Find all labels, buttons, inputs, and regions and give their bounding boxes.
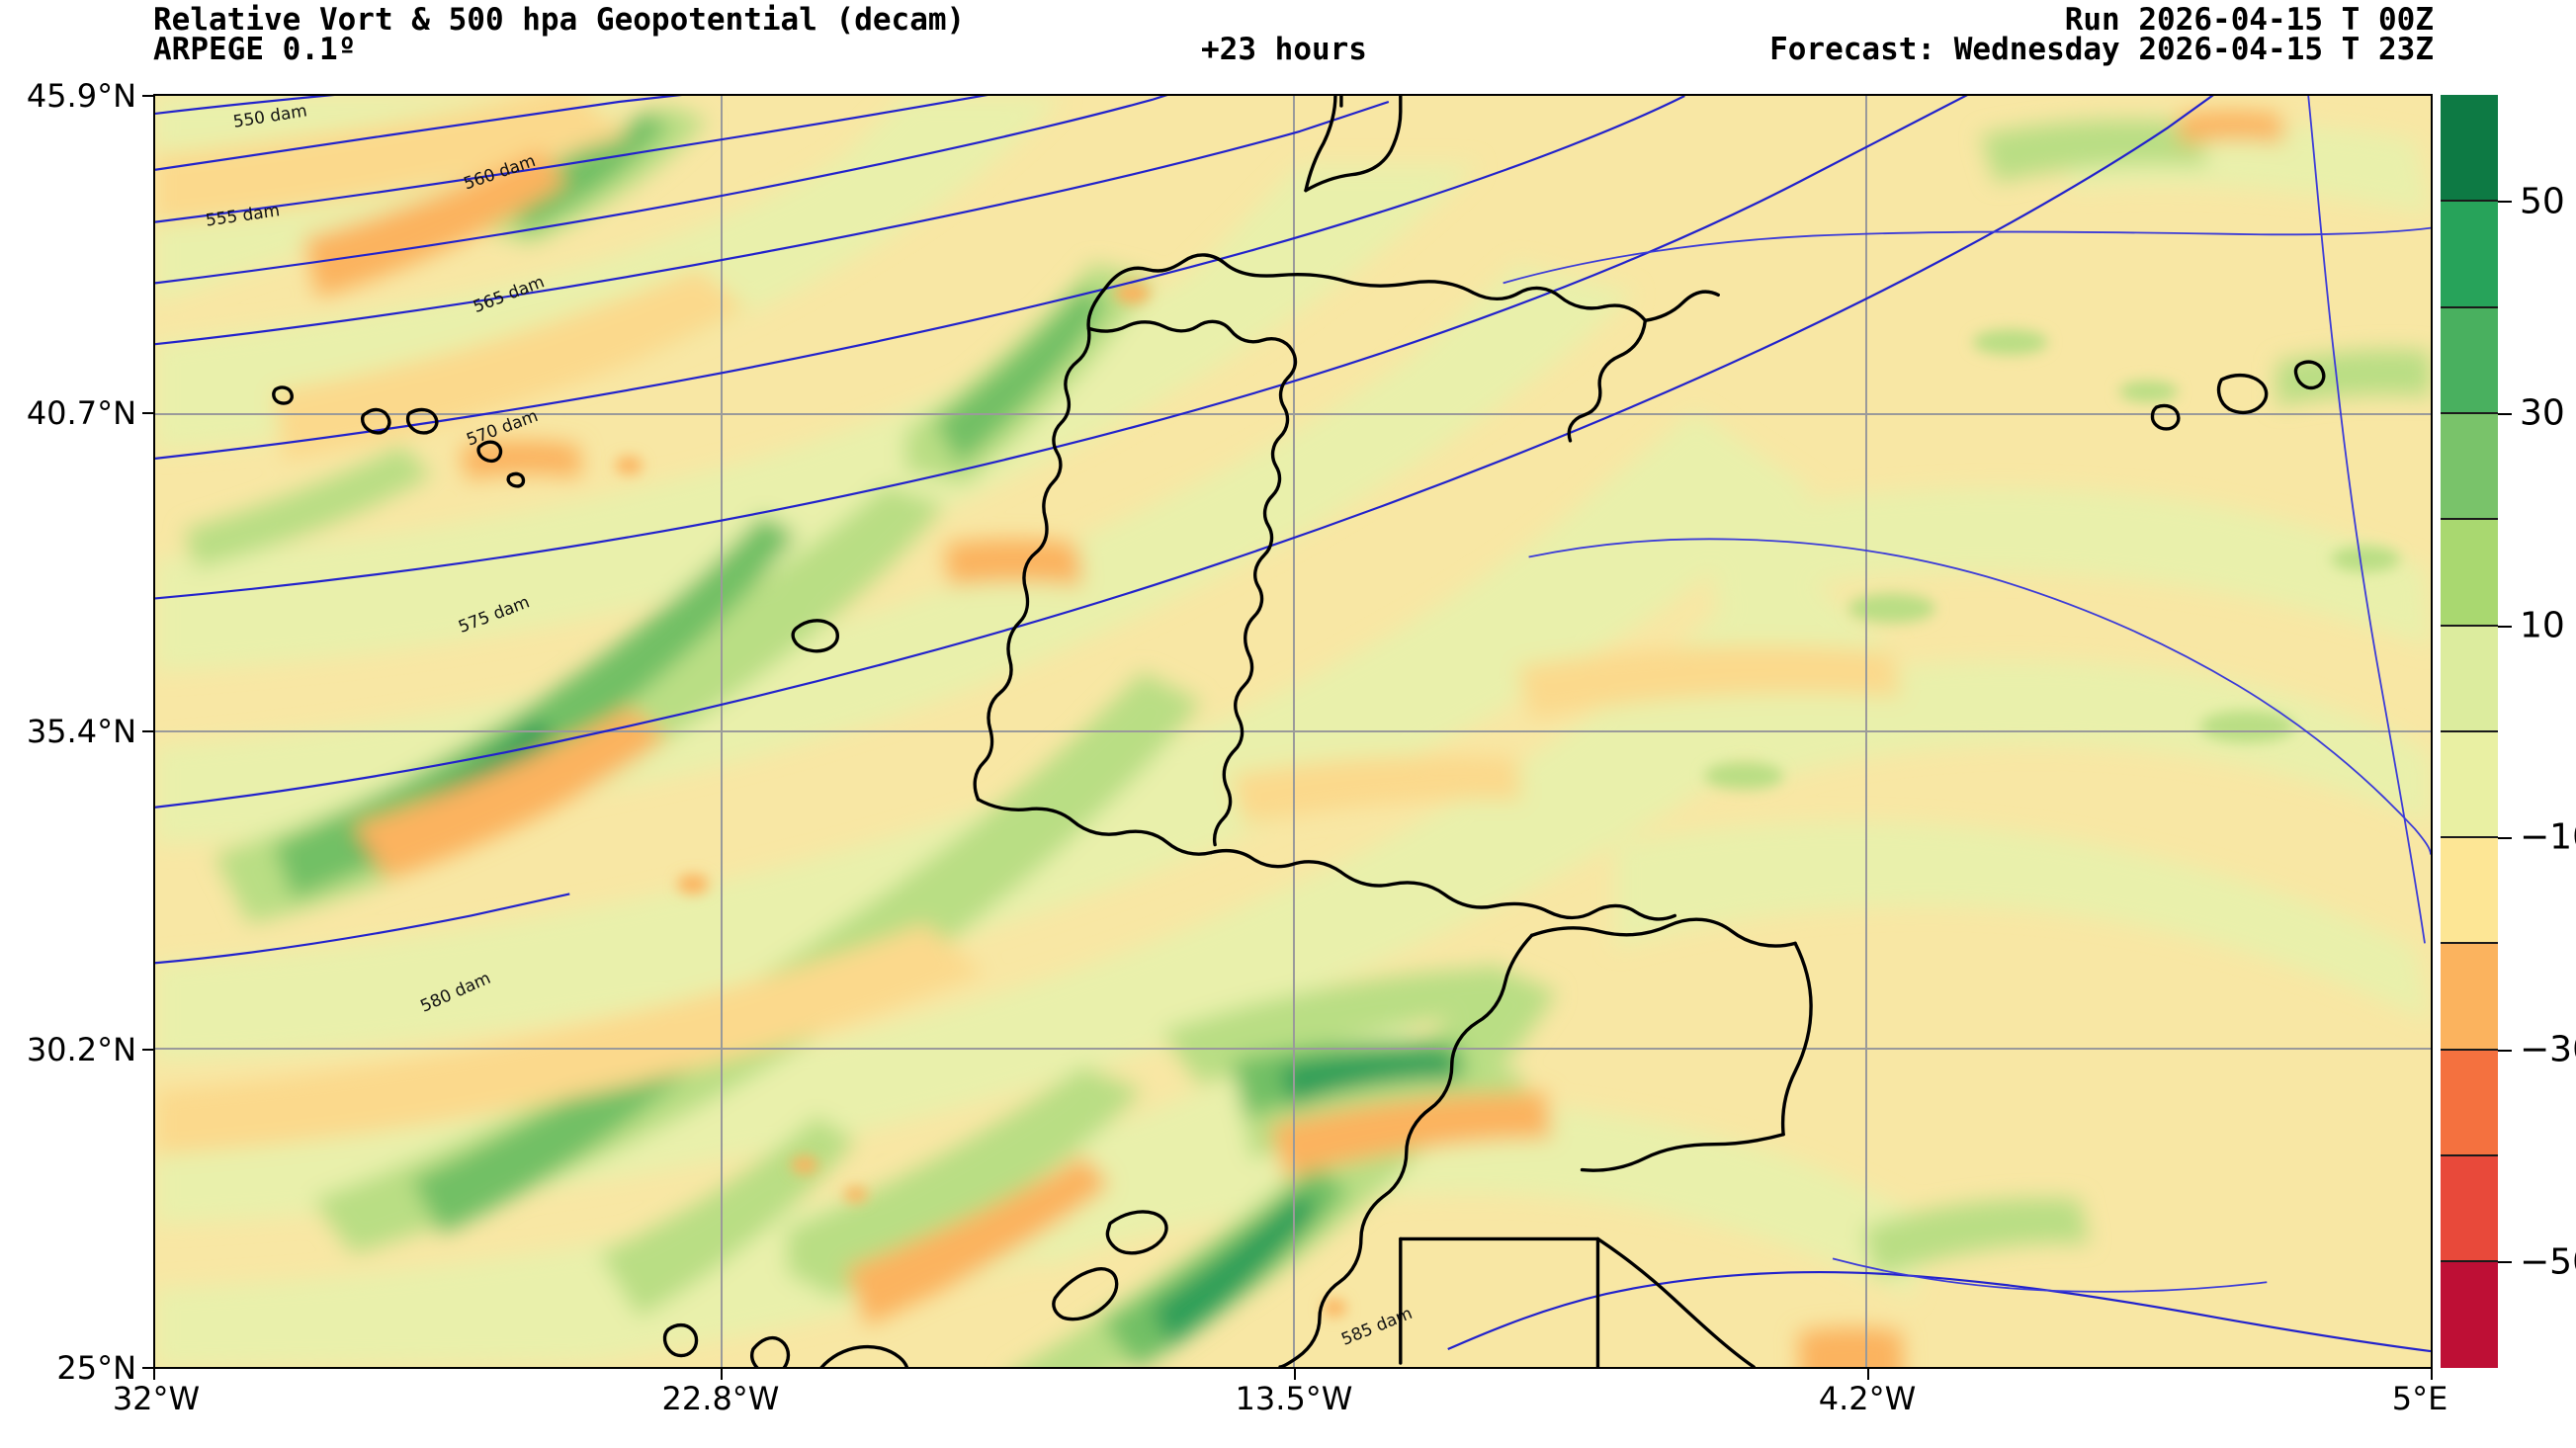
- colorbar-segment-neg30-40: [2441, 1049, 2498, 1155]
- run-timestamp-label: Run 2026-04-15 T 00Z: [2064, 2, 2434, 38]
- page-title: Relative Vort & 500 hpa Geopotential (de…: [153, 2, 966, 38]
- forecast-valid-label: Forecast: Wednesday 2026-04-15 T 23Z: [1769, 32, 2434, 67]
- colorbar-segment-0-neg10: [2441, 730, 2498, 838]
- colorbar-tick-n10: [2498, 837, 2512, 840]
- colorbar-segment-neg50-60: [2441, 1261, 2498, 1368]
- x-axis-label-5E: 5°E: [2391, 1380, 2448, 1417]
- y-axis-label-35.4N: 35.4°N: [26, 713, 136, 750]
- colorbar-label-30: 30: [2520, 392, 2565, 434]
- colorbar-label-n10: −10: [2520, 816, 2576, 858]
- y-tick-2: [142, 730, 153, 732]
- colorbar-segment-20-10: [2441, 519, 2498, 626]
- colorbar-label-10: 10: [2520, 605, 2565, 646]
- colorbar-divider-n20: [2441, 942, 2498, 945]
- colorbar-divider-n30: [2441, 1048, 2498, 1051]
- map-plot-area: 550 dam 555 dam 560 dam 565 dam 570 dam …: [153, 94, 2433, 1369]
- colorbar-tick-50: [2498, 201, 2512, 204]
- x-axis-label-4.2W: 4.2°W: [1818, 1380, 1917, 1417]
- y-axis-label-30.2N: 30.2°N: [26, 1031, 136, 1068]
- forecast-hour-label: +23 hours: [1201, 32, 1367, 67]
- coastline-layer: [272, 96, 2326, 1367]
- colorbar-label-50: 50: [2520, 181, 2565, 222]
- y-axis-label-45.9N: 45.9°N: [26, 77, 136, 115]
- colorbar-divider-0: [2441, 729, 2498, 732]
- x-axis-label-13.5W: 13.5°W: [1235, 1380, 1353, 1417]
- colorbar-segment-10-0: [2441, 625, 2498, 731]
- colorbar-segment-neg20-30: [2441, 943, 2498, 1050]
- colorbar-segment-60-50: [2441, 95, 2498, 202]
- colorbar-divider-n40: [2441, 1154, 2498, 1156]
- y-tick-1: [142, 412, 153, 414]
- colorbar-divider-n50: [2441, 1260, 2498, 1263]
- y-tick-3: [142, 1049, 153, 1051]
- colorbar-divider-n10: [2441, 836, 2498, 839]
- y-axis-label-40.7N: 40.7°N: [26, 394, 136, 432]
- colorbar-segment-40-30: [2441, 306, 2498, 413]
- colorbar-divider-10: [2441, 624, 2498, 627]
- x-tick-1: [721, 1369, 723, 1380]
- y-tick-4: [142, 1367, 153, 1369]
- colorbar-label-n30: −30: [2520, 1029, 2576, 1070]
- colorbar-tick-30: [2498, 412, 2512, 415]
- y-axis-label-25N: 25°N: [56, 1349, 136, 1387]
- colorbar-divider-20: [2441, 518, 2498, 521]
- colorbar-label-n50: −50: [2520, 1241, 2576, 1283]
- graticule-layer: [155, 96, 2431, 1367]
- y-tick-0: [142, 95, 153, 97]
- colorbar-divider-50: [2441, 200, 2498, 203]
- x-axis-label-32W: 32°W: [112, 1380, 201, 1417]
- colorbar-segment-neg10-20: [2441, 837, 2498, 944]
- colorbar-segment-30-20: [2441, 412, 2498, 520]
- colorbar-segment-50-40: [2441, 201, 2498, 307]
- x-tick-3: [1867, 1369, 1869, 1380]
- colorbar-tick-n50: [2498, 1261, 2512, 1264]
- colorbar-divider-30: [2441, 411, 2498, 414]
- colorbar-tick-n30: [2498, 1049, 2512, 1052]
- x-tick-2: [1294, 1369, 1296, 1380]
- x-tick-4: [2431, 1369, 2433, 1380]
- colorbar: 50 30 10 −10 −30 −50: [2441, 95, 2576, 1368]
- colorbar-segment-neg40-50: [2441, 1155, 2498, 1262]
- colorbar-tick-10: [2498, 625, 2512, 628]
- colorbar-divider-40: [2441, 305, 2498, 308]
- x-tick-0: [153, 1369, 155, 1380]
- model-label: ARPEGE 0.1º: [153, 32, 357, 67]
- x-axis-label-22.8W: 22.8°W: [661, 1380, 780, 1417]
